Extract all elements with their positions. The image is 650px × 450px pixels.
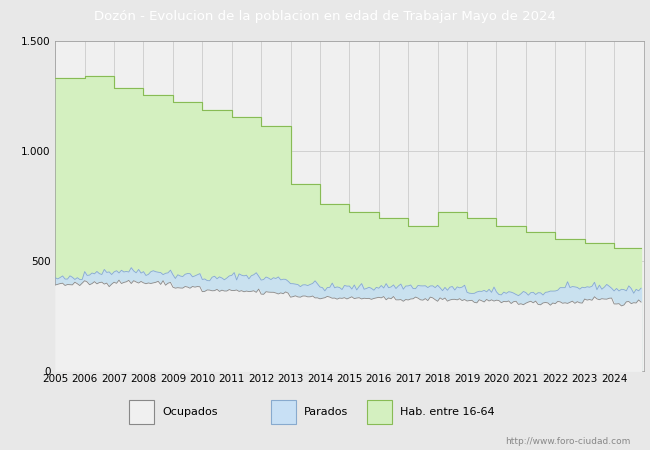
Text: Dozón - Evolucion de la poblacion en edad de Trabajar Mayo de 2024: Dozón - Evolucion de la poblacion en eda… bbox=[94, 10, 556, 23]
Text: http://www.foro-ciudad.com: http://www.foro-ciudad.com bbox=[505, 436, 630, 446]
Text: Ocupados: Ocupados bbox=[162, 407, 218, 417]
Bar bbox=[367, 400, 391, 424]
Text: Hab. entre 16-64: Hab. entre 16-64 bbox=[400, 407, 495, 417]
Bar bbox=[271, 400, 296, 424]
Text: Parados: Parados bbox=[304, 407, 348, 417]
Bar bbox=[129, 400, 155, 424]
